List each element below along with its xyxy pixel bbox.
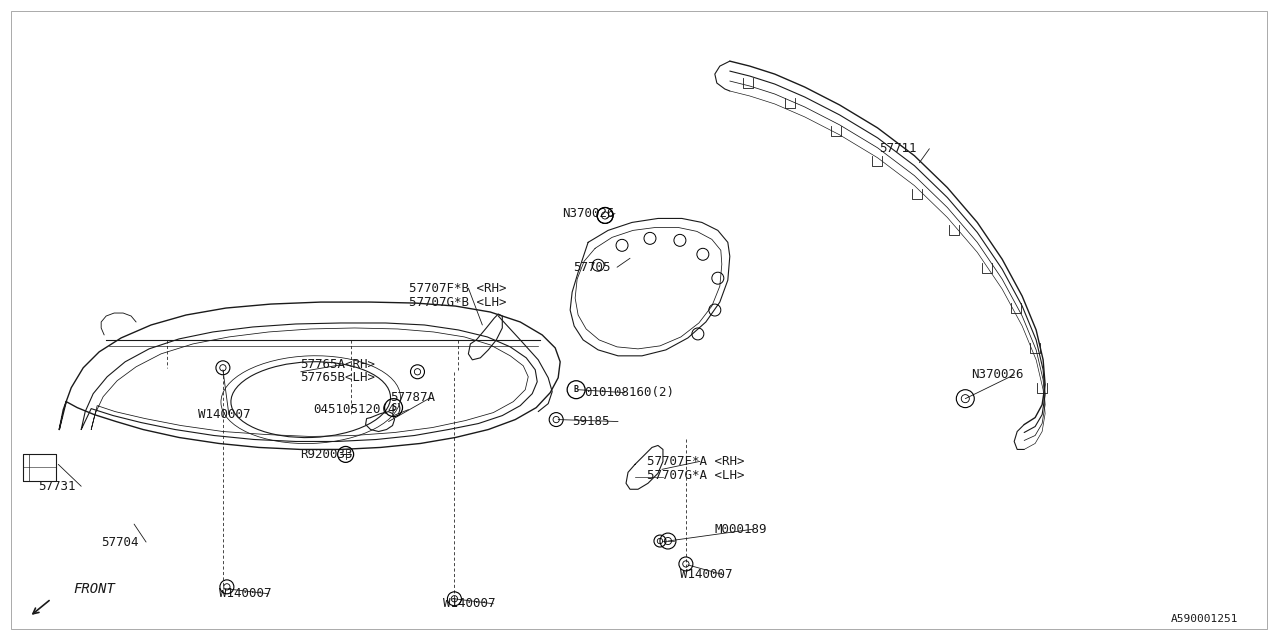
Text: 57765A<RH>: 57765A<RH>: [300, 358, 375, 371]
Text: 57765B<LH>: 57765B<LH>: [300, 371, 375, 384]
Text: 045105120(4): 045105120(4): [314, 403, 403, 416]
Text: 010108160(2): 010108160(2): [584, 386, 675, 399]
Text: 57707G*B <LH>: 57707G*B <LH>: [408, 296, 506, 308]
Text: 57731: 57731: [38, 480, 76, 493]
Text: 57707G*A <LH>: 57707G*A <LH>: [646, 469, 745, 482]
Text: B: B: [573, 385, 579, 394]
Text: N370026: N370026: [562, 207, 614, 220]
Text: S: S: [390, 403, 396, 412]
Text: M000189: M000189: [714, 523, 767, 536]
Text: R920033: R920033: [300, 448, 352, 461]
Text: 57707F*A <RH>: 57707F*A <RH>: [646, 455, 745, 468]
Text: FRONT: FRONT: [73, 582, 115, 596]
Text: W140007: W140007: [680, 568, 732, 581]
Text: 57787A: 57787A: [390, 391, 435, 404]
Text: W140007: W140007: [443, 597, 495, 611]
Text: 59185: 59185: [572, 415, 609, 428]
Text: A590001251: A590001251: [1171, 614, 1239, 623]
Text: 57704: 57704: [101, 536, 138, 548]
Text: W140007: W140007: [198, 408, 251, 421]
Text: N370026: N370026: [972, 368, 1024, 381]
Text: W140007: W140007: [219, 588, 271, 600]
Text: 57711: 57711: [879, 142, 916, 156]
Text: 57705: 57705: [573, 260, 611, 274]
Text: 57707F*B <RH>: 57707F*B <RH>: [408, 282, 506, 294]
